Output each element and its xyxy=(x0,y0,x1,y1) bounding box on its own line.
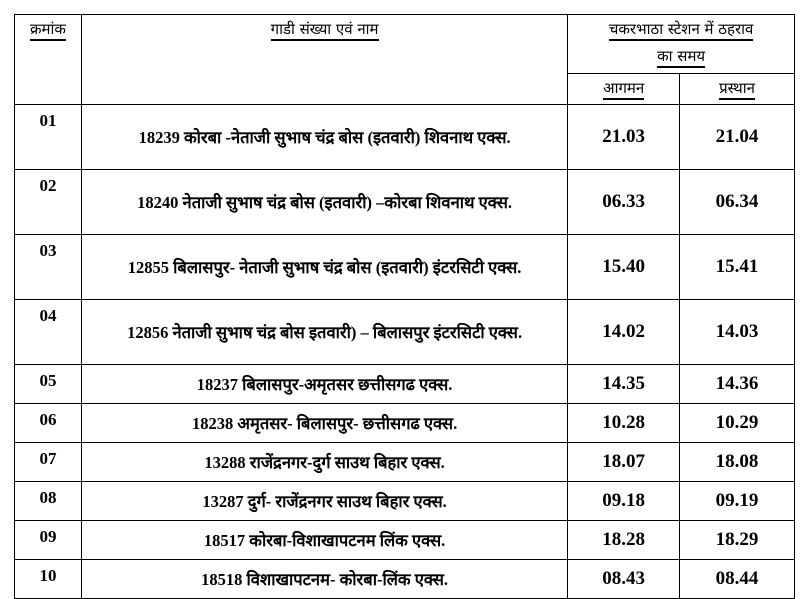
serial-cell: 05 xyxy=(14,364,82,404)
train-name-cell: 18517 कोरबा-विशाखापटनम लिंक एक्स. xyxy=(80,520,569,560)
departure-cell: 10.29 xyxy=(679,403,795,443)
train-name-cell: 18237 बिलासपुर-अमृतसर छत्तीसगढ एक्स. xyxy=(80,364,569,404)
departure-cell: 18.29 xyxy=(679,520,795,560)
train-name-cell: 13288 राजेंद्रनगर-दुर्ग साउथ बिहार एक्स. xyxy=(80,442,569,482)
table-row: 10 18518 विशाखापटनम- कोरबा-लिंक एक्स. 08.4… xyxy=(14,559,795,599)
header-train: गाडी संख्या एवं नाम xyxy=(80,14,569,105)
departure-cell: 06.34 xyxy=(679,169,795,235)
serial-cell: 08 xyxy=(14,481,82,521)
departure-cell: 18.08 xyxy=(679,442,795,482)
serial-cell: 07 xyxy=(14,442,82,482)
departure-cell: 08.44 xyxy=(679,559,795,599)
serial-cell: 10 xyxy=(14,559,82,599)
arrival-cell: 21.03 xyxy=(567,104,681,170)
train-name-cell: 18518 विशाखापटनम- कोरबा-लिंक एक्स. xyxy=(80,559,569,599)
departure-cell: 21.04 xyxy=(679,104,795,170)
table-row: 04 12856 नेताजी सुभाष चंद्र बोस इतवारी) –… xyxy=(14,299,795,365)
train-name-cell: 13287 दुर्ग- राजेंद्रनगर साउथ बिहार एक्स… xyxy=(80,481,569,521)
departure-cell: 14.03 xyxy=(679,299,795,365)
header-serial: क्रमांक xyxy=(14,14,82,105)
table-row: 05 18237 बिलासपुर-अमृतसर छत्तीसगढ एक्स. 14… xyxy=(14,364,795,404)
serial-cell: 01 xyxy=(14,104,82,170)
arrival-cell: 14.02 xyxy=(567,299,681,365)
arrival-cell: 18.07 xyxy=(567,442,681,482)
table-row: 03 12855 बिलासपुर- नेताजी सुभाष चंद्र बोस… xyxy=(14,234,795,300)
header-arrival-label: आगमन xyxy=(603,78,645,100)
serial-cell: 09 xyxy=(14,520,82,560)
arrival-cell: 09.18 xyxy=(567,481,681,521)
header-stop-time-line1: चकरभाठा स्टेशन में ठहराव xyxy=(608,19,754,41)
serial-cell: 03 xyxy=(14,234,82,300)
table-row: 06 18238 अमृतसर- बिलासपुर- छत्तीसगढ एक्स.… xyxy=(14,403,795,443)
table-row: 01 18239 कोरबा -नेताजी सुभाष चंद्र बोस (इ… xyxy=(14,104,795,170)
train-schedule-table: क्रमांक गाडी संख्या एवं नाम चकरभाठा स्टे… xyxy=(14,14,795,599)
header-arrival: आगमन xyxy=(567,73,681,105)
serial-cell: 06 xyxy=(14,403,82,443)
serial-cell: 02 xyxy=(14,169,82,235)
serial-cell: 04 xyxy=(14,299,82,365)
arrival-cell: 14.35 xyxy=(567,364,681,404)
table-row: 02 18240 नेताजी सुभाष चंद्र बोस (इतवारी) … xyxy=(14,169,795,235)
train-name-cell: 12856 नेताजी सुभाष चंद्र बोस इतवारी) – ब… xyxy=(80,299,569,365)
header-stop-time: चकरभाठा स्टेशन में ठहराव का समय xyxy=(567,14,795,74)
train-name-cell: 12855 बिलासपुर- नेताजी सुभाष चंद्र बोस (… xyxy=(80,234,569,300)
departure-cell: 09.19 xyxy=(679,481,795,521)
train-name-cell: 18240 नेताजी सुभाष चंद्र बोस (इतवारी) –क… xyxy=(80,169,569,235)
table-row: 07 13288 राजेंद्रनगर-दुर्ग साउथ बिहार एक्… xyxy=(14,442,795,482)
departure-cell: 14.36 xyxy=(679,364,795,404)
header-serial-label: क्रमांक xyxy=(30,19,66,41)
header-departure: प्रस्थान xyxy=(679,73,795,105)
table-row: 08 13287 दुर्ग- राजेंद्रनगर साउथ बिहार एक… xyxy=(14,481,795,521)
arrival-cell: 18.28 xyxy=(567,520,681,560)
arrival-cell: 06.33 xyxy=(567,169,681,235)
train-name-cell: 18239 कोरबा -नेताजी सुभाष चंद्र बोस (इतव… xyxy=(80,104,569,170)
train-name-cell: 18238 अमृतसर- बिलासपुर- छत्तीसगढ एक्स. xyxy=(80,403,569,443)
header-stop-time-line2: का समय xyxy=(657,46,706,68)
arrival-cell: 10.28 xyxy=(567,403,681,443)
header-departure-label: प्रस्थान xyxy=(719,78,755,100)
departure-cell: 15.41 xyxy=(679,234,795,300)
arrival-cell: 08.43 xyxy=(567,559,681,599)
table-row: 09 18517 कोरबा-विशाखापटनम लिंक एक्स. 18.28… xyxy=(14,520,795,560)
header-train-label: गाडी संख्या एवं नाम xyxy=(270,19,379,41)
arrival-cell: 15.40 xyxy=(567,234,681,300)
